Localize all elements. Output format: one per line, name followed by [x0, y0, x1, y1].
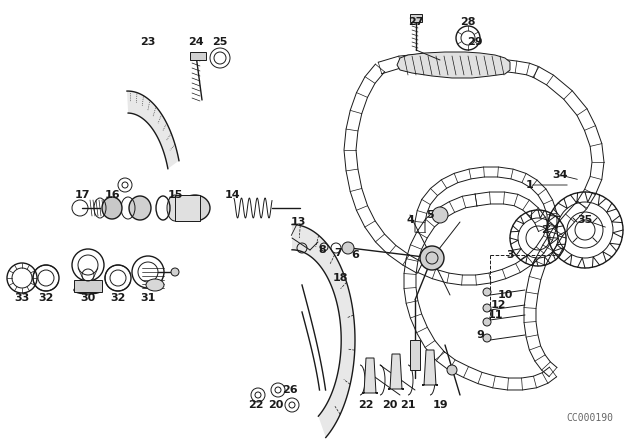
- Text: 11: 11: [487, 310, 503, 320]
- Text: 6: 6: [351, 250, 359, 260]
- Polygon shape: [362, 358, 378, 393]
- Text: 35: 35: [577, 215, 593, 225]
- Text: 17: 17: [74, 190, 90, 200]
- Text: 4: 4: [406, 215, 414, 225]
- Text: 26: 26: [282, 385, 298, 395]
- Text: 28: 28: [460, 17, 476, 27]
- Circle shape: [342, 242, 354, 254]
- Polygon shape: [422, 350, 438, 385]
- Text: 15: 15: [167, 190, 182, 200]
- Circle shape: [483, 318, 491, 326]
- Text: 21: 21: [400, 400, 416, 410]
- Text: 22: 22: [358, 400, 374, 410]
- Text: 29: 29: [467, 37, 483, 47]
- Polygon shape: [292, 224, 355, 438]
- Bar: [410, 14, 422, 22]
- Text: 9: 9: [476, 330, 484, 340]
- Text: 27: 27: [408, 17, 424, 27]
- Text: 12: 12: [490, 300, 506, 310]
- Ellipse shape: [74, 286, 102, 294]
- Circle shape: [420, 246, 444, 270]
- Text: 7: 7: [334, 248, 342, 258]
- Polygon shape: [397, 52, 510, 78]
- Text: 13: 13: [291, 217, 306, 227]
- Text: 8: 8: [318, 245, 326, 255]
- Circle shape: [483, 288, 491, 296]
- Text: 33: 33: [14, 293, 29, 303]
- Bar: [410, 340, 420, 370]
- Text: 14: 14: [224, 190, 240, 200]
- Polygon shape: [388, 354, 404, 389]
- Circle shape: [461, 31, 475, 45]
- Text: CC000190: CC000190: [566, 413, 614, 423]
- Text: 16: 16: [104, 190, 120, 200]
- Text: 34: 34: [552, 170, 568, 180]
- Text: 1: 1: [526, 180, 534, 190]
- Text: 10: 10: [497, 290, 513, 300]
- Ellipse shape: [129, 196, 151, 220]
- Ellipse shape: [102, 197, 122, 219]
- Bar: [74, 280, 102, 292]
- Circle shape: [483, 304, 491, 312]
- Text: 3: 3: [506, 250, 514, 260]
- Bar: [190, 52, 206, 60]
- Circle shape: [118, 178, 132, 192]
- Bar: [175, 195, 200, 221]
- Text: 30: 30: [81, 293, 95, 303]
- Polygon shape: [127, 91, 179, 169]
- Ellipse shape: [180, 195, 210, 221]
- Text: 25: 25: [212, 37, 228, 47]
- Text: 2: 2: [541, 225, 549, 235]
- Text: 18: 18: [332, 273, 348, 283]
- Text: 24: 24: [188, 37, 204, 47]
- Text: 23: 23: [140, 37, 156, 47]
- Text: 19: 19: [432, 400, 448, 410]
- Circle shape: [575, 220, 595, 240]
- Text: 32: 32: [38, 293, 54, 303]
- Circle shape: [171, 268, 179, 276]
- Text: 20: 20: [268, 400, 284, 410]
- Ellipse shape: [146, 279, 164, 291]
- Text: 22: 22: [248, 400, 264, 410]
- Text: 20: 20: [382, 400, 397, 410]
- Text: 5: 5: [426, 210, 434, 220]
- Ellipse shape: [167, 195, 183, 221]
- Text: 31: 31: [140, 293, 156, 303]
- Circle shape: [483, 334, 491, 342]
- Circle shape: [447, 365, 457, 375]
- Circle shape: [432, 207, 448, 223]
- Text: 32: 32: [110, 293, 125, 303]
